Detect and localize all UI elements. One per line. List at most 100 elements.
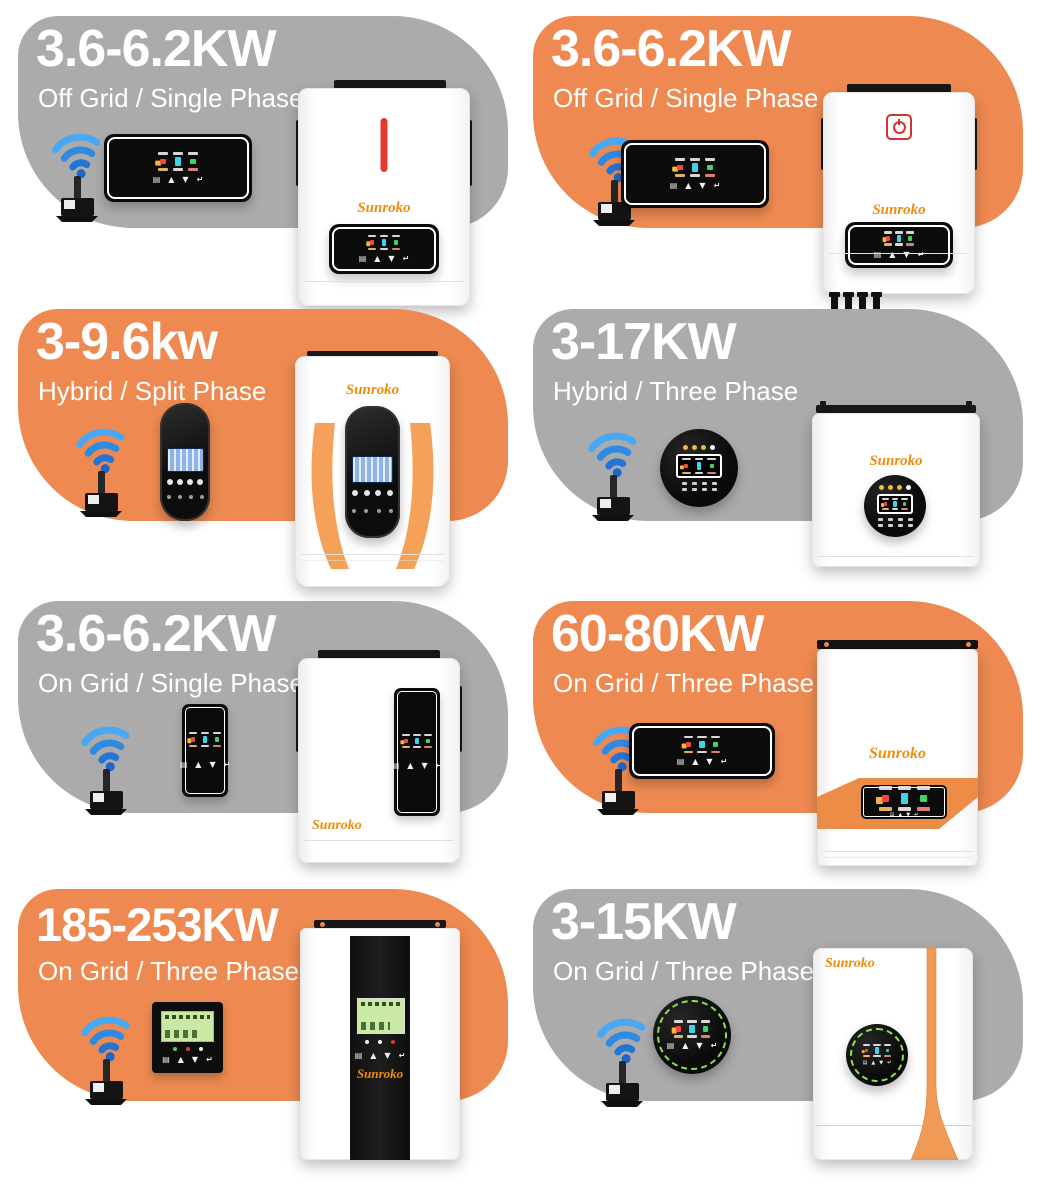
power-range-title: 60-80KW — [551, 605, 765, 663]
lcd-status-icons — [157, 151, 199, 172]
menu-icon: ▤ — [676, 757, 685, 767]
mount-bracket — [314, 920, 446, 928]
mount-hook — [820, 401, 826, 411]
indicator-leds — [172, 1047, 203, 1052]
power-range-title: 3.6-6.2KW — [36, 20, 277, 78]
enter-icon: ↵ — [435, 761, 443, 771]
down-icon: ▼ — [706, 757, 713, 767]
battery-status-icon — [900, 793, 908, 804]
wifi-signal-icon — [588, 432, 637, 478]
mount-bracket — [334, 80, 446, 89]
up-icon: ▲ — [370, 1051, 377, 1060]
battery-status-icon — [414, 737, 420, 745]
antenna — [615, 769, 622, 795]
inverter-display: ▤ ▲ ▼ ↵ — [861, 785, 947, 819]
panel-buttons: ▤ ▲ ▼ ↵ — [392, 762, 443, 770]
power-button-icon — [886, 114, 912, 140]
mount-hook — [966, 401, 972, 411]
panel-seam — [818, 556, 974, 557]
panel-buttons: ▤ ▲ ▼ ↵ — [670, 182, 721, 190]
pv-status-icon — [677, 164, 683, 171]
panel-buttons: ▤ ▲ ▼ ↵ — [890, 813, 919, 818]
vertical-display-panel: ▤ ▲ ▼ ↵ — [180, 704, 231, 797]
battery-status-icon — [175, 157, 181, 166]
battery-status-icon — [692, 163, 698, 172]
vertical-display-panel: ▤ ▲ ▼ ↵ — [392, 688, 443, 816]
lcd-status-icons — [884, 231, 915, 246]
inverter-display — [345, 406, 400, 538]
wifi-signal-icon — [81, 726, 130, 772]
grid-status-icon — [707, 164, 713, 171]
battery-status-icon — [893, 501, 897, 507]
panel-seam — [823, 851, 972, 852]
menu-icon: ▤ — [669, 181, 678, 191]
standalone-remote-display — [160, 403, 210, 521]
power-range-title: 3-15KW — [551, 893, 737, 951]
battery-status-icon — [696, 462, 702, 470]
green-lcd-screen — [357, 998, 405, 1034]
dongle-base — [85, 1099, 127, 1105]
power-range-title: 3-17KW — [551, 313, 737, 371]
battery-status-icon — [202, 736, 208, 743]
wifi-dongle-icon — [588, 432, 637, 521]
brand-logo: Sunroko — [872, 202, 926, 218]
enter-icon: ↵ — [402, 254, 410, 264]
power-range-title: 3-9.6kw — [36, 313, 218, 371]
up-icon: ▲ — [407, 761, 414, 771]
wifi-dongle-icon — [81, 1016, 130, 1105]
panel-seam — [304, 281, 464, 282]
grid-status-icon — [902, 502, 907, 506]
qr-label — [601, 204, 612, 213]
inverter-product-image: Sunroko ▤ ▲ ▼ ↵ — [296, 80, 472, 306]
menu-icon: ▤ — [152, 175, 161, 185]
lcd-status-icons — [674, 157, 716, 178]
pv-status-icon — [191, 737, 196, 742]
brand-logo: Sunroko — [356, 1066, 404, 1081]
wifi-dongle-icon — [81, 726, 130, 815]
panel-buttons: ▤ ▲ ▼ ↵ — [180, 761, 231, 769]
up-icon: ▲ — [168, 175, 175, 185]
inverter-body: Sunroko ▤ ▲ ▼ ↵ — [298, 88, 470, 306]
standalone-display: ▤ ▲ ▼ ↵ — [621, 140, 769, 208]
round-display-unit-green-ring: ▤ ▲ ▼ ↵ — [653, 996, 731, 1074]
lcd-status-icons — [368, 234, 401, 251]
pv-status-icon — [160, 158, 166, 165]
lcd-status-icons — [882, 497, 909, 511]
product-card-on-grid-three-185-253: 185-253KW On Grid / Three Phase ▤ ▲ ▼ ↵ — [18, 889, 508, 1160]
grid-status-icon — [919, 795, 927, 802]
green-led-ring — [657, 1000, 727, 1070]
lcd-status-icons — [878, 786, 931, 811]
qr-label — [93, 1083, 104, 1092]
panel-buttons: ▤ ▲ ▼ ↵ — [162, 1056, 213, 1064]
panel-seam — [301, 554, 444, 555]
mini-lcd-screen — [676, 453, 722, 479]
up-icon: ▲ — [177, 1055, 184, 1065]
round-display-unit — [660, 429, 738, 507]
mc4-connector — [857, 292, 868, 316]
round-buttons — [877, 518, 914, 528]
menu-icon: ▤ — [179, 760, 188, 770]
inverter-product-image: Sunroko ▤ ▲ ▼ ↵ — [813, 948, 973, 1160]
inverter-display: ▤ ▲ ▼ ↵ — [846, 1024, 908, 1086]
red-indicator-light — [380, 118, 388, 172]
wifi-dongle-icon — [597, 1018, 646, 1107]
wifi-signal-icon — [76, 428, 125, 474]
grid-status-icon — [214, 737, 219, 742]
phase-subtitle: Hybrid / Split Phase — [38, 376, 267, 406]
antenna — [98, 471, 105, 497]
brand-logo: Sunroko — [825, 956, 875, 971]
pv-status-icon — [685, 741, 691, 748]
down-icon: ▼ — [384, 1051, 391, 1060]
down-icon: ▼ — [699, 181, 706, 191]
grid-status-icon — [713, 741, 719, 748]
standalone-vertical-display: ▤ ▲ ▼ ↵ — [180, 704, 231, 797]
inverter-product-image: ▤ ▲ ▼ ↵ Sunroko — [300, 920, 460, 1160]
panel-buttons: ▤ ▲ ▼ ↵ — [355, 1052, 406, 1060]
inverter-display: ▤ ▲ ▼ ↵ — [329, 224, 439, 274]
wifi-signal-icon — [52, 133, 101, 179]
inverter-product-image: Sunroko — [812, 401, 980, 567]
down-icon: ▼ — [388, 254, 395, 264]
qr-label — [93, 793, 104, 802]
remote-display-unit — [160, 403, 210, 521]
